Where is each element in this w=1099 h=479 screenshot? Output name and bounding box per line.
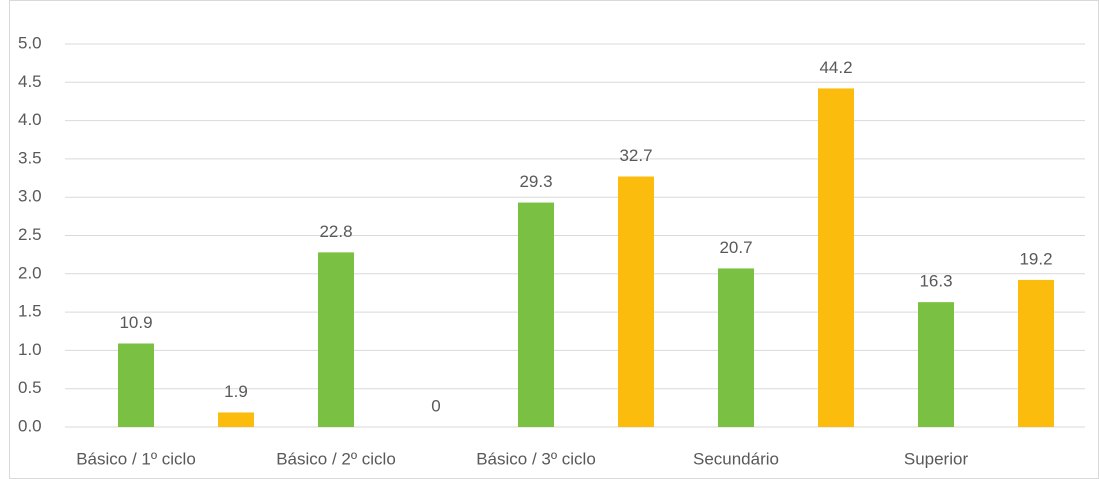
bar (118, 343, 154, 427)
x-tick-label: Básico / 2º ciclo (276, 449, 396, 468)
bar (718, 268, 754, 427)
data-label: 0 (431, 396, 440, 415)
y-tick-label: 1.0 (18, 340, 42, 359)
bar (918, 302, 954, 427)
bar (1018, 279, 1054, 427)
y-tick-label: 0.5 (18, 378, 42, 397)
bar (518, 202, 554, 427)
bar (218, 412, 254, 427)
y-tick-label: 4.5 (18, 72, 42, 91)
y-tick-label: 1.5 (18, 302, 42, 321)
bar (618, 176, 654, 427)
bar (818, 88, 854, 427)
y-tick-label: 0.0 (18, 416, 42, 435)
y-tick-label: 3.0 (18, 187, 42, 206)
data-label: 19.2 (1019, 249, 1052, 268)
x-tick-label: Superior (904, 449, 969, 468)
bar (318, 252, 354, 427)
data-label: 16.3 (919, 272, 952, 291)
data-label: 32.7 (619, 146, 652, 165)
y-tick-label: 2.5 (18, 225, 42, 244)
x-tick-label: Básico / 3º ciclo (476, 449, 596, 468)
y-tick-label: 5.0 (18, 33, 42, 52)
data-label: 20.7 (719, 238, 752, 257)
data-label: 22.8 (319, 222, 352, 241)
data-label: 10.9 (119, 313, 152, 332)
data-label: 29.3 (519, 172, 552, 191)
y-tick-label: 3.5 (18, 148, 42, 167)
x-tick-label: Básico / 1º ciclo (76, 449, 196, 468)
data-label: 44.2 (819, 58, 852, 77)
data-label: 1.9 (224, 382, 248, 401)
y-tick-label: 2.0 (18, 263, 42, 282)
y-tick-label: 4.0 (18, 110, 42, 129)
x-tick-label: Secundário (693, 449, 779, 468)
